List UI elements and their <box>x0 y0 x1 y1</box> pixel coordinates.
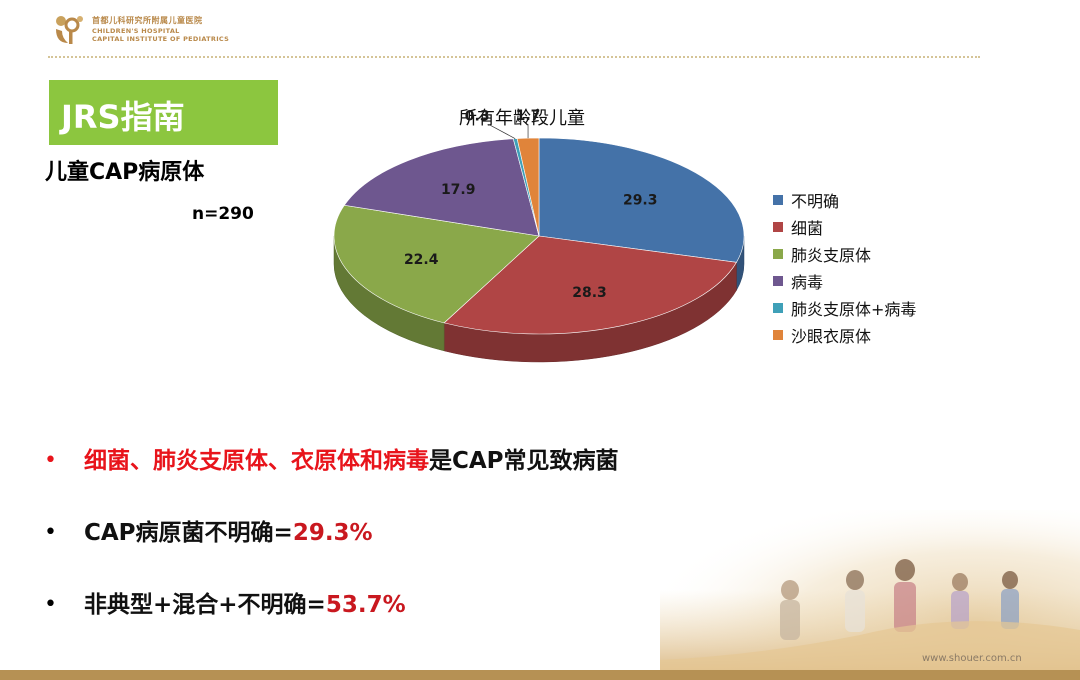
pie-slice-2 <box>333 204 540 324</box>
legend-label-2: 肺炎支原体 <box>791 245 872 265</box>
legend-swatch-3 <box>773 275 783 286</box>
pie-slice-3 <box>343 138 540 237</box>
legend-item-2: 肺炎支原体 <box>773 240 916 267</box>
legend-item-3: 病毒 <box>773 267 916 294</box>
pie-data-label-3: 17.9 <box>441 182 476 198</box>
bullet-marker: • <box>44 592 57 617</box>
pie-chart: 所有年龄段儿童 29.3 28.3 22.4 17.9 0.3 1.7 <box>333 108 745 363</box>
hospital-logo: 首都儿科研究所附属儿童医院 CHILDREN'S HOSPITAL CAPITA… <box>52 14 229 48</box>
bottom-bar <box>0 670 1080 680</box>
bullet-text: 非典型+混合+不明确=53.7% <box>84 590 406 620</box>
logo-chinese-name: 首都儿科研究所附属儿童医院 <box>92 16 203 25</box>
pie-data-label-0: 29.3 <box>623 192 658 208</box>
slide-subtitle: 儿童CAP病原体 <box>45 160 205 185</box>
pie-slice-0 <box>538 137 745 263</box>
bullet-marker: • <box>44 448 57 473</box>
legend-item-5: 沙眼衣原体 <box>773 321 916 348</box>
pie-slices <box>333 137 745 335</box>
bullet-text: 细菌、肺炎支原体、衣原体和病毒是CAP常见致病菌 <box>84 446 619 476</box>
children-field-photo <box>660 510 1080 670</box>
logo-english-line2: CAPITAL INSTITUTE OF PEDIATRICS <box>92 35 230 43</box>
chart-title: 所有年龄段儿童 <box>459 108 585 129</box>
bullet-rest: 是CAP常见致病菌 <box>429 448 619 474</box>
legend-swatch-2 <box>773 248 783 259</box>
bullet-lead: 非典型+混合+不明确= <box>84 592 326 618</box>
bullet-marker: • <box>44 520 57 545</box>
watermark: www.shouer.com.cn <box>922 653 1022 664</box>
legend-item-1: 细菌 <box>773 213 916 240</box>
bullet-percent: 53.7% <box>325 592 406 618</box>
legend-item-0: 不明确 <box>773 186 916 213</box>
slide-title: JRS指南 <box>61 98 185 136</box>
bullet-percent: 29.3% <box>292 520 373 546</box>
legend-label-1: 细菌 <box>791 218 824 238</box>
title-box: JRS指南 <box>49 80 278 145</box>
pie-data-label-2: 22.4 <box>404 252 439 268</box>
legend-label-0: 不明确 <box>791 191 840 211</box>
pie-data-label-5: 1.7 <box>516 108 541 124</box>
legend-swatch-5 <box>773 329 783 340</box>
chart-legend: 不明确细菌肺炎支原体病毒肺炎支原体+病毒 沙眼衣原体 <box>773 186 916 348</box>
pie-slice-1 <box>443 235 737 335</box>
sample-size: n=290 <box>192 204 254 224</box>
bullet-lead: CAP病原菌不明确= <box>84 520 293 546</box>
legend-swatch-1 <box>773 221 783 232</box>
legend-item-4: 肺炎支原体+病毒 <box>773 294 916 321</box>
hospital-logo-mark-icon <box>56 16 83 44</box>
header-divider <box>48 56 980 58</box>
pie-data-labels: 29.3 28.3 22.4 17.9 0.3 1.7 <box>404 108 658 301</box>
pie-label-leader-4 <box>489 124 516 139</box>
bullet-highlight: 细菌、肺炎支原体、衣原体和病毒 <box>84 448 429 474</box>
legend-swatch-0 <box>773 194 783 205</box>
bullet-text: CAP病原菌不明确=29.3% <box>84 518 373 548</box>
logo-english-line1: CHILDREN'S HOSPITAL <box>92 27 180 35</box>
legend-label-5: 沙眼衣原体 <box>791 326 872 346</box>
pie-data-label-4: 0.3 <box>465 109 490 125</box>
legend-swatch-4 <box>773 302 783 313</box>
pie-data-label-1: 28.3 <box>572 285 607 301</box>
legend-label-4: 肺炎支原体+病毒 <box>791 299 917 319</box>
legend-label-3: 病毒 <box>791 272 824 292</box>
